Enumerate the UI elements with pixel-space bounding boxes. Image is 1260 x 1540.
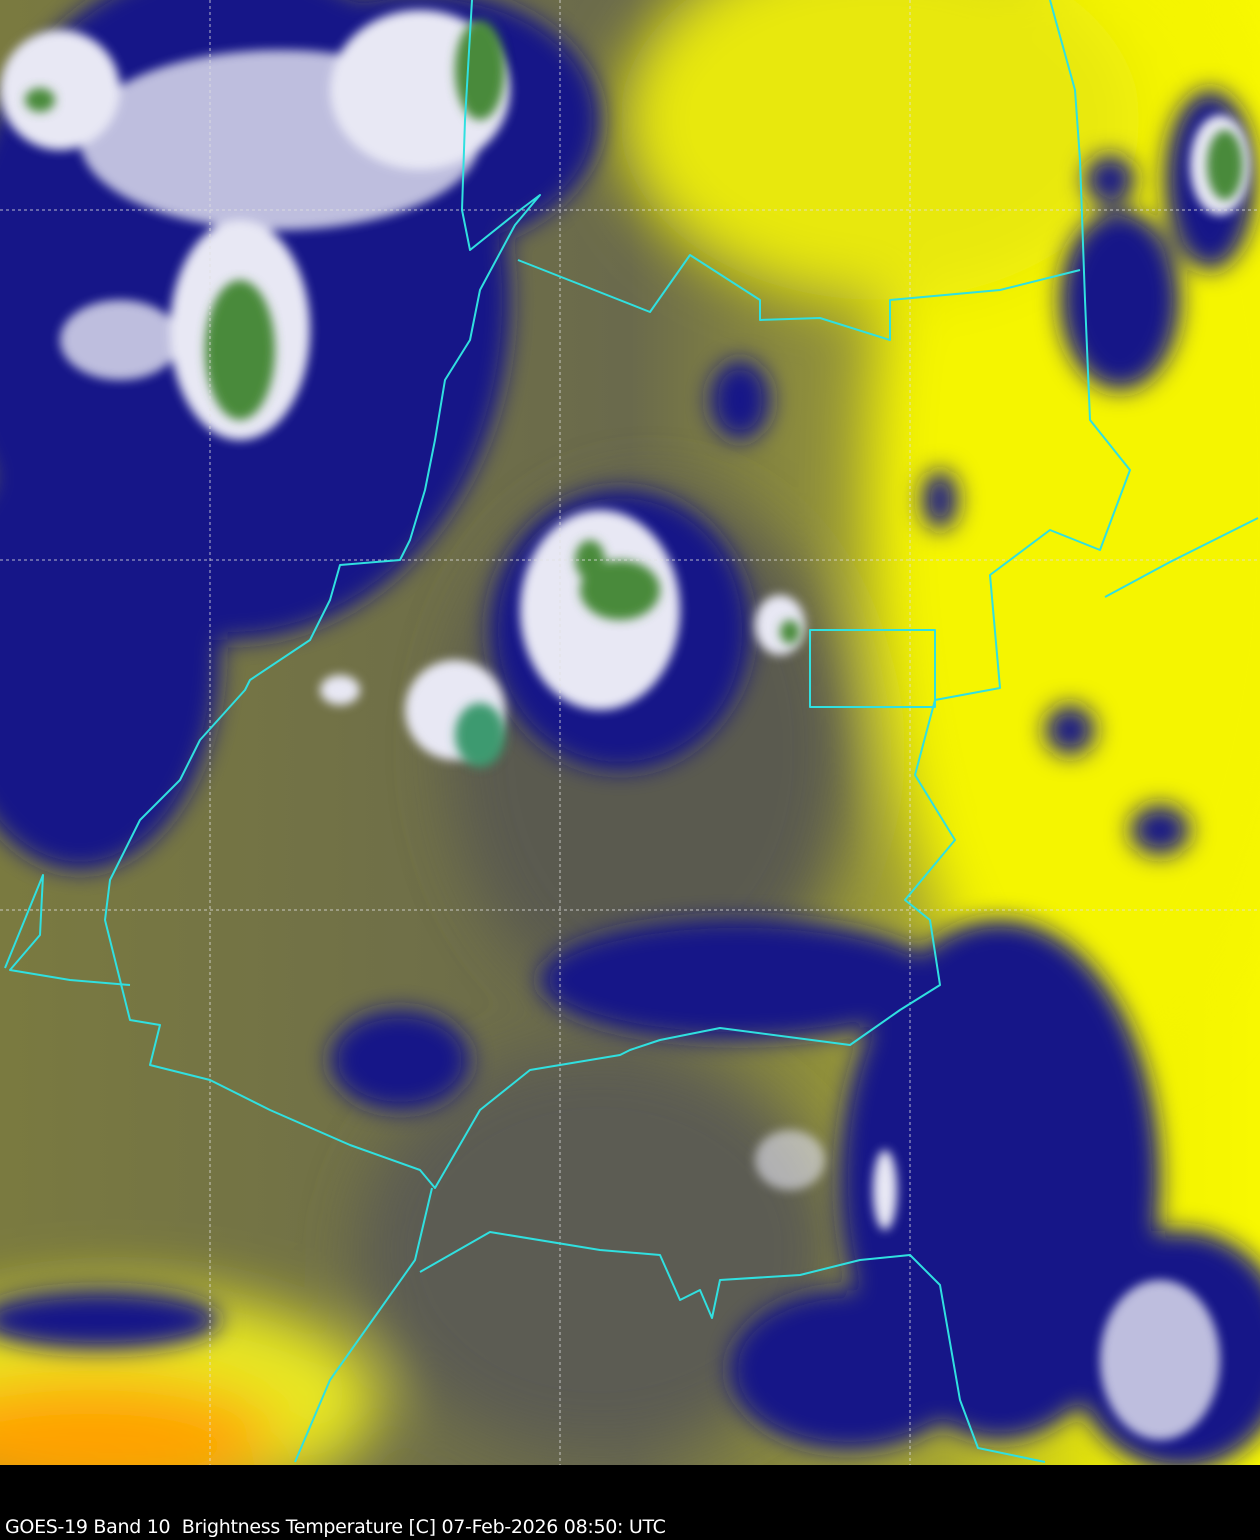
satellite-image — [0, 0, 1260, 1465]
political-borders — [4, 0, 1259, 1463]
imagery-layer — [0, 0, 1260, 1465]
image-caption: GOES-19 Band 10 Brightness Temperature [… — [5, 1516, 666, 1538]
lat-lon-grid — [0, 0, 1260, 1465]
caption-bar: GOES-19 Band 10 Brightness Temperature [… — [0, 1465, 1260, 1540]
